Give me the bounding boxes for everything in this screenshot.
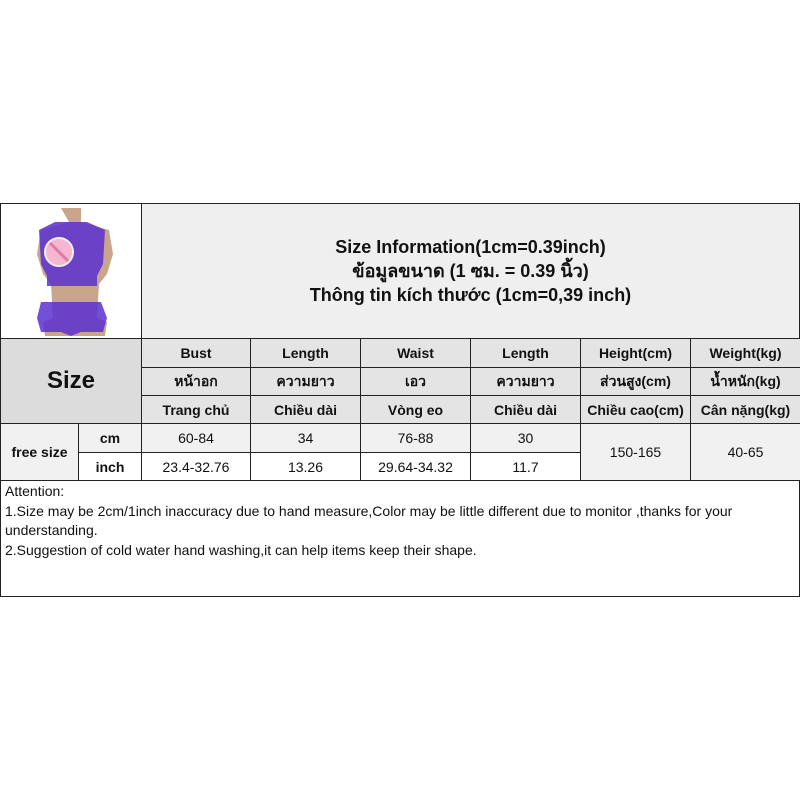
column-header-th: ส่วนสูง(cm): [580, 367, 691, 396]
column-header-en: Waist: [360, 338, 471, 368]
column-header-vi: Vòng eo: [360, 395, 471, 424]
title-en: Size Information(1cm=0.39inch): [335, 237, 606, 257]
column-header-vi: Cân nặng(kg): [690, 395, 800, 424]
free-size-label: free size: [0, 423, 79, 481]
attention-heading: Attention:: [5, 483, 65, 499]
cell-cm: 30: [470, 423, 581, 453]
column-header-th: ความยาว: [470, 367, 581, 396]
column-header-en: Length: [470, 338, 581, 368]
cell-inch: 23.4-32.76: [141, 452, 251, 481]
size-header: Size: [0, 338, 142, 424]
size-info-title: Size Information(1cm=0.39inch) ข้อมูลขนา…: [141, 203, 800, 339]
unit-inch: inch: [78, 452, 142, 481]
column-header-vi: Chiều cao(cm): [580, 395, 691, 424]
garment-illustration: [37, 208, 113, 336]
cell-inch: 13.26: [250, 452, 361, 481]
column-header-th: ความยาว: [250, 367, 361, 396]
column-header-en: Weight(kg): [690, 338, 800, 368]
cell-inch: 29.64-34.32: [360, 452, 471, 481]
cell-value: 150-165: [580, 423, 691, 481]
product-image: [0, 203, 142, 339]
cell-cm: 60-84: [141, 423, 251, 453]
attention-line-1: 1.Size may be 2cm/1inch inaccuracy due t…: [5, 502, 733, 539]
cell-value: 40-65: [690, 423, 800, 481]
attention-line-2: 2.Suggestion of cold water hand washing,…: [5, 541, 477, 558]
column-header-th: น้ำหนัก(kg): [690, 367, 800, 396]
column-header-vi: Chiều dài: [470, 395, 581, 424]
title-vi: Thông tin kích thước (1cm=0,39 inch): [309, 285, 632, 305]
attention-notes: Attention: 1.Size may be 2cm/1inch inacc…: [0, 480, 800, 597]
column-header-en: Bust: [141, 338, 251, 368]
column-header-en: Height(cm): [580, 338, 691, 368]
column-header-vi: Trang chủ: [141, 395, 251, 424]
column-header-th: หน้าอก: [141, 367, 251, 396]
unit-cm: cm: [78, 423, 142, 453]
cell-cm: 34: [250, 423, 361, 453]
title-th: ข้อมูลขนาด (1 ซม. = 0.39 นิ้ว): [352, 261, 589, 281]
column-header-vi: Chiều dài: [250, 395, 361, 424]
cell-cm: 76-88: [360, 423, 471, 453]
column-header-th: เอว: [360, 367, 471, 396]
column-header-en: Length: [250, 338, 361, 368]
cell-inch: 11.7: [470, 452, 581, 481]
